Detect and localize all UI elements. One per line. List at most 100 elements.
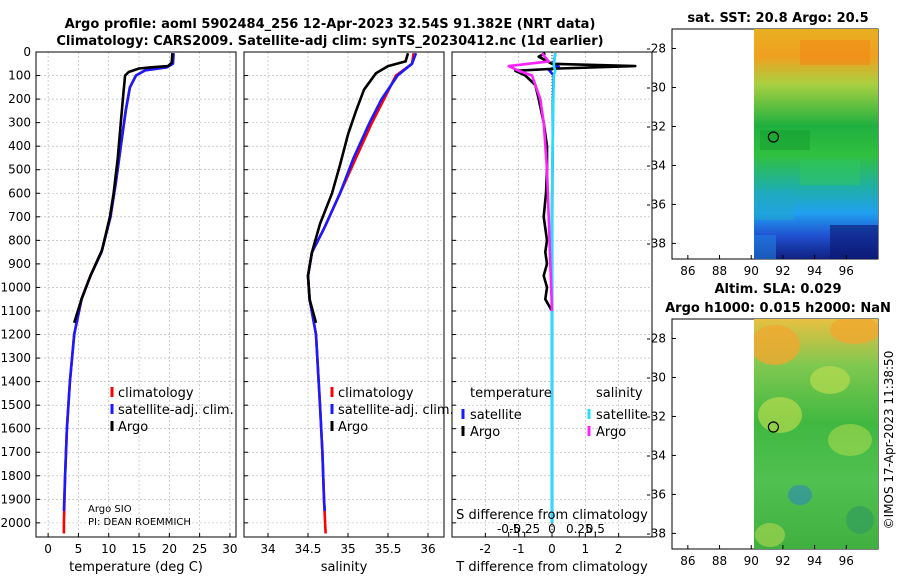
attribution-line-1: Argo SIO [88, 504, 132, 515]
temperature-xlabel: temperature (deg C) [69, 560, 203, 575]
sla-map: Altim. SLA: 0.029 Argo h1000: 0.015 h200… [646, 282, 890, 568]
salinity-xtick-label: 34.5 [295, 542, 322, 556]
ytick-label: 1100 [0, 304, 31, 318]
temperature-legend-label: climatology [118, 386, 194, 401]
sst-map-xtick-label: 90 [744, 264, 759, 278]
sla-map-ytick-label: -34 [646, 448, 666, 462]
sst-map: sat. SST: 20.8 Argo: 20.5 86 88 90 92 94 96 -2… [646, 11, 879, 278]
sst-map-title: sat. SST: 20.8 Argo: 20.5 [687, 11, 868, 26]
temperature-series-satellite-adj-clim- [62, 53, 175, 512]
ytick-label: 800 [8, 233, 31, 247]
sst-map-xtick-label: 86 [680, 264, 695, 278]
ytick-label: 400 [8, 139, 31, 153]
sst-map-ytick-label: -38 [646, 236, 666, 250]
temperature-legend-label: Argo [118, 420, 148, 435]
salinity-diff-tick-label: 0.25 [566, 522, 593, 536]
salinity-series-argo [306, 52, 410, 324]
difference-xtick-label: 0 [548, 542, 556, 556]
sla-map-ytick-label: -28 [646, 331, 666, 345]
temperature-xtick-label: 15 [131, 542, 146, 556]
ytick-label: 2000 [0, 516, 31, 530]
difference-xlabel: T difference from climatology [455, 560, 648, 575]
temperature-series-climatology [62, 53, 174, 534]
salinity-panel: 34 34.5 35 35.5 36 salinity climatology satelli… [243, 51, 454, 575]
temperature-xtick-label: 25 [192, 542, 207, 556]
sla-map-ytick-label: -30 [646, 370, 666, 384]
salinity-legend-label: Argo [338, 420, 368, 435]
ytick-label: 1500 [0, 398, 31, 412]
sla-argo-location-marker [767, 421, 780, 433]
ytick-label: 1300 [0, 351, 31, 365]
title-line-2: Climatology: CARS2009. Satellite-adj cli… [56, 34, 603, 49]
title-line-1: Argo profile: aoml 5902484_256 12-Apr-20… [65, 17, 596, 32]
difference-xtick-label: -1 [513, 542, 525, 556]
ytick-label: 200 [8, 92, 31, 106]
ytick-label: 900 [8, 257, 31, 271]
sst-map-xtick-label: 88 [712, 264, 727, 278]
sst-map-patches [754, 40, 878, 259]
diff-legend-label: Argo [470, 425, 500, 440]
sla-map-ytick-label: -32 [646, 409, 666, 423]
ytick-label: 1200 [0, 328, 31, 342]
sst-map-ytick-label: -28 [646, 41, 666, 55]
diff-legend-label: satellite [470, 408, 522, 423]
ytick-label: 1600 [0, 422, 31, 436]
sla-map-ytick-label: -38 [646, 526, 666, 540]
salinity-series-satellite-adj-clim- [306, 52, 418, 512]
sst-map-ytick-label: -34 [646, 158, 666, 172]
ytick-label: 500 [8, 163, 31, 177]
sla-map-xtick-label: 92 [775, 554, 790, 568]
legend-title-temperature: temperature [470, 386, 552, 401]
difference-series-salinity-satellite [550, 53, 557, 523]
sla-map-xtick-label: 88 [712, 554, 727, 568]
salinity-xlabel: salinity [321, 560, 368, 575]
sst-map-xtick-label: 96 [839, 264, 854, 278]
temperature-frame [35, 51, 237, 538]
ytick-label: 1800 [0, 469, 31, 483]
attribution-line-2: PI: DEAN ROEMMICH [88, 517, 191, 528]
temperature-xtick-label: 20 [162, 542, 177, 556]
temperature-legend-label: satellite-adj. clim. [118, 403, 234, 418]
salinity-diff-tick-label: 0 [548, 522, 556, 536]
salinity-diff-tick-label: 0.5 [586, 522, 605, 536]
salinity-xtick-label: 34 [260, 542, 275, 556]
sst-argo-location-marker [767, 131, 780, 143]
ytick-label: 600 [8, 186, 31, 200]
ytick-label: 1000 [0, 280, 31, 294]
salinity-xtick-label: 36 [420, 542, 435, 556]
difference-xtick-label: 1 [582, 542, 590, 556]
ytick-label: 100 [8, 69, 31, 83]
temperature-xtick-label: 5 [75, 542, 83, 556]
salinity-xtick-label: 35.5 [375, 542, 402, 556]
sst-map-ytick-label: -32 [646, 119, 666, 133]
temperature-xtick-label: 0 [44, 542, 52, 556]
sla-map-title-1: Altim. SLA: 0.029 [715, 282, 842, 297]
ytick-label: 700 [8, 210, 31, 224]
legend-title-salinity: salinity [596, 386, 643, 401]
salinity-legend-label: climatology [338, 386, 414, 401]
sst-map-ytick-label: -36 [646, 197, 666, 211]
salinity-xtick-label: 35 [340, 542, 355, 556]
difference-series-salinity-argo [507, 52, 554, 312]
sla-map-xtick-label: 96 [839, 554, 854, 568]
sla-map-patches [754, 319, 878, 547]
diff-legend-label: Argo [596, 425, 626, 440]
difference-panel: -2 -1 0 1 2 T difference from climatology temp… [451, 51, 653, 575]
temperature-panel: 0 5 10 15 20 25 30 temperature (deg C) 0 100 200 30… [0, 45, 237, 575]
sst-map-xtick-label: 92 [775, 264, 790, 278]
ytick-label: 1700 [0, 445, 31, 459]
ytick-label: 1400 [0, 375, 31, 389]
salinity-diff-label: S difference from climatology [456, 508, 648, 523]
ytick-label: 1900 [0, 492, 31, 506]
temperature-xtick-label: 10 [101, 542, 116, 556]
difference-series-temperature-argo [514, 52, 637, 312]
ytick-label: 300 [8, 116, 31, 130]
sst-map-ytick-label: -30 [646, 80, 666, 94]
salinity-legend-label: satellite-adj. clim. [338, 403, 454, 418]
imos-timestamp-watermark: ©IMOS 17-Apr-2023 11:38:50 [882, 351, 896, 530]
sla-map-xtick-label: 86 [680, 554, 695, 568]
sla-map-xtick-label: 90 [744, 554, 759, 568]
salinity-diff-tick-label: -0.25 [509, 522, 540, 536]
